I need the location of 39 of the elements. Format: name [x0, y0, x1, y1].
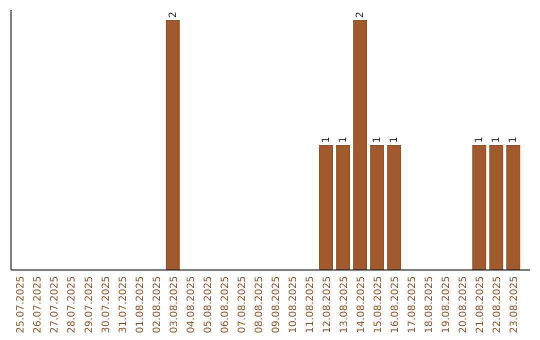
- data-label: 1: [372, 136, 384, 143]
- x-tick-label: 28.07.2025: [66, 276, 78, 334]
- data-label: 1: [389, 136, 400, 143]
- x-tick-label: 13.08.2025: [339, 276, 350, 334]
- x-tick-label: 15.08.2025: [373, 276, 384, 334]
- x-tick-label: 27.07.2025: [50, 276, 61, 334]
- x-tick-label: 31.07.2025: [118, 276, 129, 334]
- x-tick-label: 18.08.2025: [424, 276, 436, 334]
- x-tick-label: 17.08.2025: [407, 276, 418, 334]
- x-tick-label: 02.08.2025: [152, 276, 163, 334]
- x-tick-label: 22.08.2025: [492, 276, 504, 334]
- x-tick-label: 09.08.2025: [270, 276, 282, 334]
- x-tick-label: 12.08.2025: [322, 276, 334, 334]
- x-tick-label: 20.08.2025: [458, 276, 470, 334]
- x-tick-label: 25.07.2025: [16, 276, 27, 334]
- x-tick-label: 19.08.2025: [441, 276, 452, 334]
- x-tick-label: 10.08.2025: [288, 276, 299, 334]
- data-label: 1: [474, 136, 486, 143]
- data-label: 1: [338, 136, 350, 143]
- x-tick-label: 11.08.2025: [304, 276, 316, 334]
- data-label: 1: [321, 136, 332, 143]
- x-tick-label: 04.08.2025: [186, 276, 197, 334]
- x-tick-label: 01.08.2025: [134, 276, 146, 334]
- x-tick-label: 14.08.2025: [356, 276, 368, 334]
- data-label: 2: [355, 12, 366, 18]
- x-tick-label: 06.08.2025: [220, 276, 231, 334]
- x-tick-label: 16.08.2025: [390, 276, 402, 334]
- x-tick-label: 03.08.2025: [168, 276, 180, 334]
- x-tick-label: 08.08.2025: [254, 276, 265, 334]
- x-tick-label: 07.08.2025: [236, 276, 248, 334]
- x-tick-label: 23.08.2025: [509, 276, 520, 334]
- data-label: 2: [168, 12, 179, 18]
- x-tick-label: 29.07.2025: [84, 276, 95, 334]
- x-tick-label: 05.08.2025: [202, 276, 214, 334]
- x-tick-label: 30.07.2025: [100, 276, 112, 334]
- data-label: 1: [508, 136, 520, 143]
- data-label: 1: [491, 136, 502, 143]
- x-tick-label: 21.08.2025: [475, 276, 486, 334]
- x-tick-label: 26.07.2025: [32, 276, 44, 334]
